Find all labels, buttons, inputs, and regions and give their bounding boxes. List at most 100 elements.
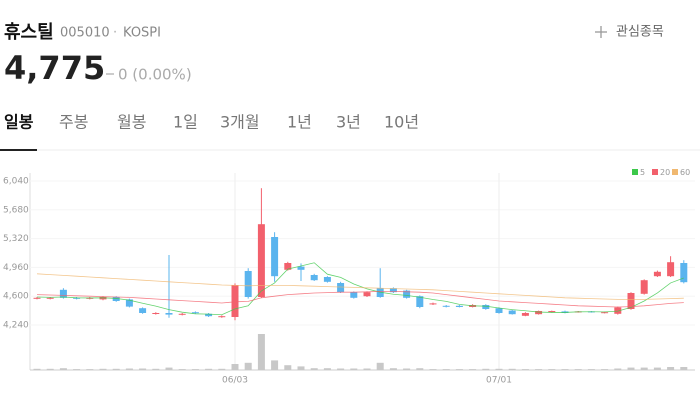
volume-bar	[376, 362, 384, 370]
volume-bar	[46, 368, 54, 370]
candle-body	[495, 308, 503, 313]
volume-bar	[310, 368, 318, 370]
volume-bar	[337, 368, 345, 370]
moving-average-line	[36, 262, 684, 316]
candle-body	[59, 289, 67, 298]
legend-swatch	[672, 169, 678, 175]
candle-body	[271, 237, 279, 277]
candle-body	[218, 316, 226, 318]
y-tick-label: 4,600	[3, 292, 29, 302]
tab[interactable]: 3년	[336, 113, 361, 132]
candle-body	[165, 313, 173, 315]
legend-swatch	[632, 169, 638, 175]
watch-button[interactable]: 관심종목	[595, 25, 664, 40]
moving-average-line	[36, 291, 684, 308]
candle-body	[548, 311, 556, 313]
y-tick-label: 5,680	[3, 205, 29, 215]
volume-bar	[403, 368, 411, 370]
volume-bar	[125, 368, 133, 370]
price-change: 0 (0.00%)	[118, 66, 192, 84]
volume-bar	[469, 369, 477, 370]
volume-bar	[218, 368, 226, 370]
price: 4,775	[4, 49, 105, 87]
volume-bar	[205, 368, 213, 370]
volume-bar	[561, 369, 569, 370]
tabs: 일봉 주봉 월봉 1일 3개월 1년 3년 10년	[0, 113, 419, 151]
volume-bar	[165, 367, 173, 370]
volume-bar	[627, 367, 635, 370]
volume-bar	[33, 368, 41, 370]
market: KOSPI	[123, 26, 161, 41]
volume-bar	[73, 369, 81, 370]
chart: 4,240 4,600 4,960 5,320 5,680 6,040 06/03 07/01…	[3, 168, 695, 386]
x-tick-label: 06/03	[222, 376, 248, 386]
legend-label: 5	[640, 168, 645, 177]
tab[interactable]: 1년	[287, 113, 312, 132]
stock-name: 휴스틸	[4, 22, 54, 43]
tab[interactable]: 3개월	[220, 113, 260, 132]
volume-bar	[271, 360, 279, 370]
candle-body	[178, 313, 186, 315]
candle-body	[152, 313, 160, 314]
volume-bar	[231, 364, 239, 370]
volume-bar	[614, 368, 622, 370]
candle-body	[363, 292, 371, 297]
candle-body	[508, 310, 516, 315]
volume-bar	[548, 369, 556, 370]
candle-body	[614, 307, 622, 314]
volume-bar	[191, 369, 199, 370]
volume-bar	[244, 362, 252, 370]
candle-body	[535, 311, 543, 315]
volume-bar	[482, 368, 490, 370]
candle-body	[33, 297, 41, 299]
y-tick-label: 4,240	[3, 321, 29, 331]
volume-bar	[323, 368, 331, 370]
volume-bar	[350, 368, 358, 370]
candle-body	[125, 299, 133, 307]
volume-bar	[429, 369, 437, 370]
separator: ·	[113, 26, 117, 41]
candle-body	[416, 296, 424, 307]
candle-body	[442, 305, 450, 307]
volume-bar	[535, 369, 543, 370]
volume-bar	[521, 369, 529, 370]
volume-bar	[297, 366, 305, 370]
candle-body	[297, 266, 305, 270]
x-tick-label: 07/01	[486, 376, 512, 386]
volume-bar	[680, 367, 688, 370]
volume-bar	[257, 334, 265, 370]
tab[interactable]: 10년	[384, 113, 419, 132]
candle-body	[191, 312, 199, 314]
volume-bar	[640, 367, 648, 370]
tab[interactable]: 1일	[173, 113, 198, 132]
watch-label[interactable]: 관심종목	[616, 25, 664, 40]
volume-bar	[667, 367, 675, 370]
volume-bar	[601, 369, 609, 370]
candle-body	[139, 308, 147, 313]
candle-body	[429, 303, 437, 305]
candle-body	[310, 275, 318, 281]
y-tick-label: 6,040	[3, 177, 29, 187]
volume-bar	[442, 369, 450, 370]
volume-bar	[139, 368, 147, 370]
candle-body	[112, 297, 120, 301]
candle-body	[667, 262, 675, 277]
volume-bar	[508, 368, 516, 370]
candle-body	[455, 305, 463, 307]
candle-body	[680, 263, 688, 283]
candle-body	[350, 292, 358, 298]
volume-bar	[455, 369, 463, 370]
y-tick-label: 5,320	[3, 234, 29, 244]
volume-bar	[495, 368, 503, 370]
volume-bar	[152, 368, 160, 370]
tab[interactable]: 월봉	[117, 113, 146, 132]
candle-body	[389, 288, 397, 293]
volume-bar	[389, 368, 397, 370]
tab[interactable]: 주봉	[59, 113, 88, 132]
candle-body	[244, 271, 252, 297]
volume-bar	[587, 369, 595, 370]
candle-body	[73, 297, 81, 299]
candle-body	[403, 290, 411, 298]
tab[interactable]: 일봉	[4, 113, 34, 132]
